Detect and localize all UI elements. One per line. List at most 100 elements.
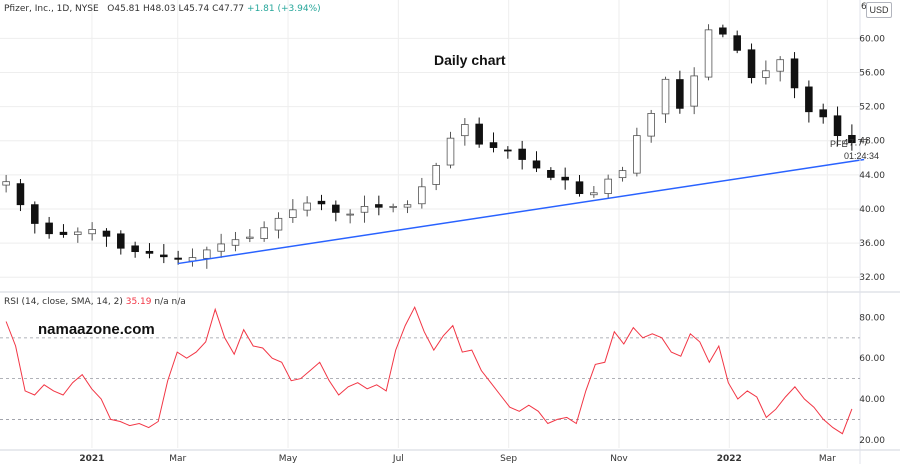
candle-body xyxy=(604,178,612,194)
candle-body xyxy=(547,169,555,178)
candle-body xyxy=(762,70,770,78)
candle-body xyxy=(633,135,641,174)
candle-body xyxy=(432,165,440,185)
candle-body xyxy=(418,186,426,205)
candle-body xyxy=(88,229,96,235)
candle-body xyxy=(131,245,139,253)
candle-body xyxy=(590,192,598,196)
time-tick-label: 2021 xyxy=(79,454,104,464)
candle-body xyxy=(117,233,125,249)
candle-body xyxy=(16,183,25,206)
close-value: C47.77 xyxy=(212,4,245,14)
candle-body xyxy=(346,213,354,216)
candle-body xyxy=(719,27,727,35)
price-tick-label: 56.00 xyxy=(859,69,885,79)
candle-body xyxy=(231,239,240,246)
rsi-current-value: 35.19 xyxy=(125,297,152,307)
candle-body xyxy=(246,236,254,239)
price-tick-label: 32.00 xyxy=(859,273,885,283)
chart-annotation-title: Daily chart xyxy=(434,52,506,68)
rsi-na-1: n/a xyxy=(154,297,169,307)
candle-body xyxy=(360,206,369,213)
candle-body xyxy=(532,160,541,169)
candle-body xyxy=(160,254,168,258)
candle-body xyxy=(661,78,670,115)
candle-body xyxy=(303,202,311,211)
symbol-header: Pfizer, Inc., 1D, NYSE O45.81 H48.03 L45… xyxy=(4,4,321,14)
candle-body xyxy=(461,124,469,137)
grid xyxy=(0,0,860,448)
low-value: L45.74 xyxy=(178,4,210,14)
ticker-label: PFE xyxy=(830,139,848,149)
open-value: O45.81 xyxy=(107,4,141,14)
candle-body xyxy=(59,231,68,235)
candle-body xyxy=(260,227,268,239)
time-tick-label: Sep xyxy=(500,454,517,464)
rsi-na-2: n/a xyxy=(171,297,186,307)
candle-body xyxy=(690,75,698,107)
candle-body xyxy=(504,149,512,152)
candle-body xyxy=(332,204,340,213)
candle-body xyxy=(145,250,154,254)
candle-body xyxy=(446,137,455,166)
candle-body xyxy=(518,148,526,160)
candle-body xyxy=(274,217,283,231)
rsi-tick-label: 80.00 xyxy=(859,313,885,323)
candle-body xyxy=(289,209,297,219)
trendline-layer xyxy=(177,158,865,265)
rsi-line xyxy=(5,305,853,435)
candle-body xyxy=(676,79,684,109)
rsi-tick-label: 20.00 xyxy=(859,436,885,446)
high-value: H48.03 xyxy=(143,4,176,14)
candle-body xyxy=(375,204,383,208)
price-tick-label: 52.00 xyxy=(859,103,885,113)
candle-body xyxy=(45,222,53,235)
candle-body xyxy=(31,204,39,224)
candle-body xyxy=(489,142,498,148)
candle-body xyxy=(389,206,397,208)
candle-body xyxy=(174,257,182,260)
rsi-tick-label: 60.00 xyxy=(859,354,885,364)
time-tick-label: May xyxy=(279,454,298,464)
candle-body xyxy=(203,249,211,259)
candle-body xyxy=(647,113,655,137)
price-tick-label: 40.00 xyxy=(859,205,885,215)
change-value: +1.81 (+3.94%) xyxy=(247,4,321,14)
candle-body xyxy=(74,231,82,235)
rsi-panel: 20.00 40.00 60.00 80.00 xyxy=(0,305,885,446)
rsi-header: RSI (14, close, SMA, 14, 2) 35.19 n/a n/… xyxy=(4,297,186,307)
time-tick-label: 2022 xyxy=(717,454,742,464)
time-tick-label: Mar xyxy=(819,454,836,464)
candle-body xyxy=(317,200,326,205)
currency-button[interactable]: USD xyxy=(866,2,892,18)
candle-body xyxy=(2,181,10,186)
candle-body xyxy=(575,181,584,195)
rsi-label: RSI (14, close, SMA, 14, 2) xyxy=(4,297,123,307)
candle-body xyxy=(561,176,569,181)
support-trendline xyxy=(177,158,865,265)
candle-body xyxy=(403,204,412,208)
price-tick-label: 44.00 xyxy=(859,171,885,181)
candle-body xyxy=(733,35,741,51)
candle-body xyxy=(776,59,784,72)
last-price-label: 47.77 xyxy=(843,139,869,149)
symbol-line: Pfizer, Inc., 1D, NYSE xyxy=(4,4,99,14)
candle-body xyxy=(704,29,713,78)
countdown-label: 01:24:34 xyxy=(844,151,880,161)
time-tick-label: Nov xyxy=(610,454,628,464)
candle-body xyxy=(833,115,842,137)
time-tick-label: Mar xyxy=(169,454,186,464)
candles xyxy=(2,24,856,269)
candle-body xyxy=(819,109,827,118)
candle-body xyxy=(217,243,225,252)
rsi-tick-label: 40.00 xyxy=(859,395,885,405)
candle-body xyxy=(790,58,799,89)
candle-body xyxy=(805,86,813,113)
watermark-text: namaazone.com xyxy=(38,321,155,338)
time-tick-label: Jul xyxy=(392,454,404,464)
candle-body xyxy=(475,123,483,145)
candle-body xyxy=(618,170,627,179)
